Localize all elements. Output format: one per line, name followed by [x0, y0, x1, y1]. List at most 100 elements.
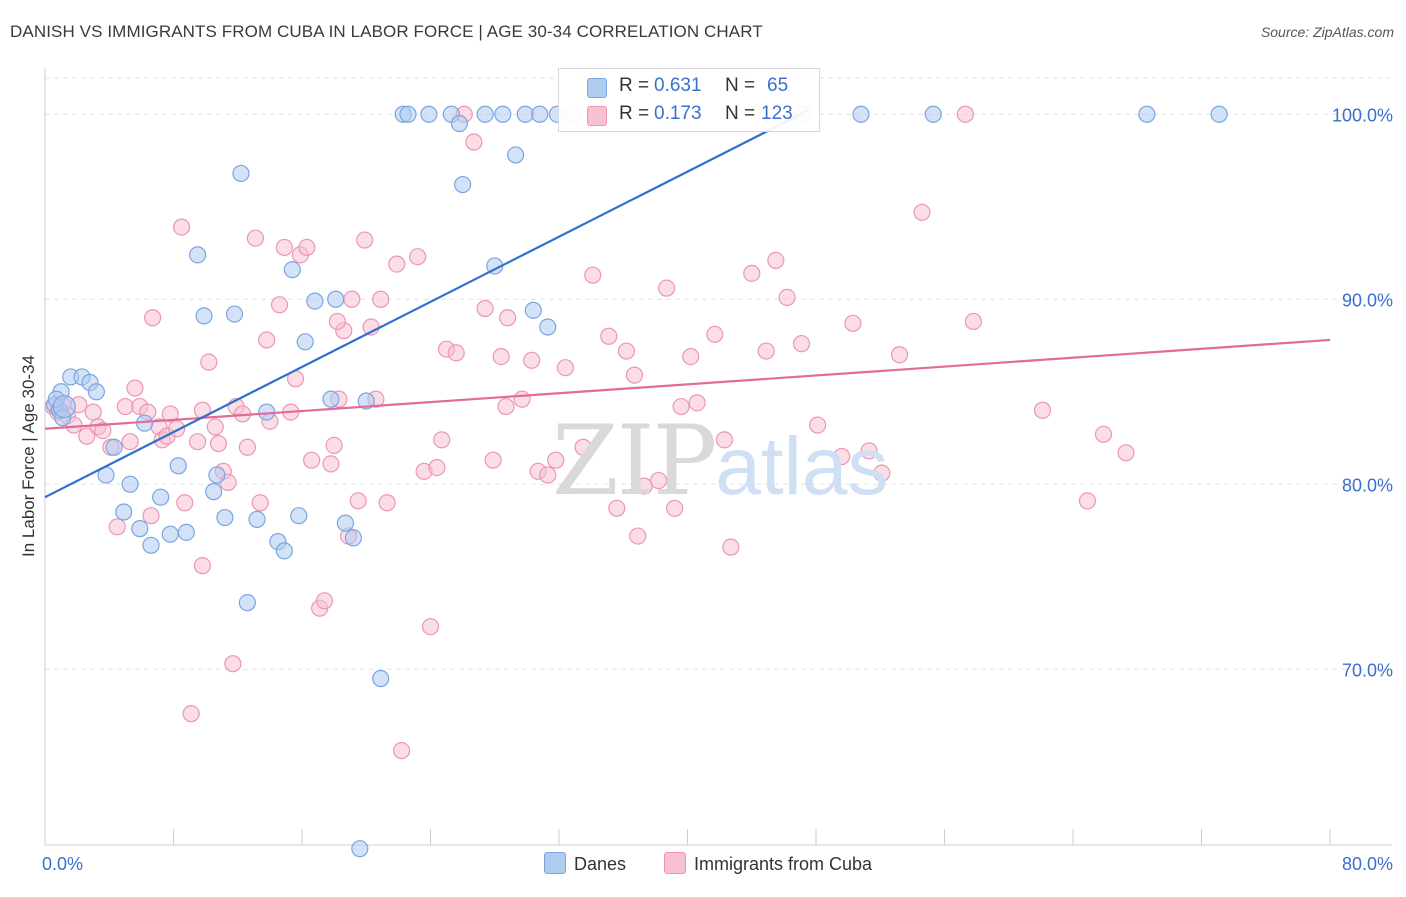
danes-point	[476, 105, 494, 123]
y-tick-label: 90.0%	[1342, 290, 1393, 310]
cuba-point	[499, 309, 517, 327]
bottom-legend-cuba: Immigrants from Cuba	[664, 852, 872, 875]
cuba-point	[844, 314, 862, 332]
cuba-point	[200, 353, 218, 371]
cuba-point	[176, 494, 194, 512]
danes-point	[225, 305, 244, 323]
watermark-atlas: atlas	[715, 421, 889, 512]
cuba-point	[476, 299, 494, 318]
cuba-point	[144, 309, 162, 327]
danes-point	[336, 514, 354, 532]
cuba-point	[251, 494, 269, 512]
legend-row-danes: R = 0.631 N = 65	[559, 73, 819, 101]
cuba-point	[206, 418, 224, 436]
cuba-point	[298, 238, 316, 257]
danes-n-value: 65	[767, 75, 789, 96]
axes	[44, 68, 1392, 846]
cuba-point	[792, 335, 811, 353]
cuba-swatch	[587, 106, 607, 126]
cuba-point	[433, 431, 451, 449]
cuba-point	[574, 438, 592, 456]
cuba-point	[672, 397, 690, 416]
danes-point	[105, 438, 123, 456]
danes-point	[327, 290, 345, 308]
danes-point	[296, 333, 314, 351]
cuba-point	[275, 238, 293, 257]
danes-point	[52, 394, 76, 419]
danes-point	[177, 523, 195, 541]
cuba-r-label: R =	[619, 103, 650, 124]
cuba-point	[182, 705, 200, 723]
danes-point	[507, 146, 525, 164]
cuba-point	[743, 264, 761, 282]
cuba-point	[833, 447, 851, 466]
danes-point	[131, 520, 149, 538]
bottom-cuba-swatch	[664, 852, 686, 874]
danes-point	[450, 114, 469, 133]
danes-point	[399, 105, 417, 123]
danes-point	[195, 307, 213, 325]
danes-points	[46, 105, 1228, 858]
danes-point	[205, 483, 223, 501]
danes-point	[232, 164, 250, 183]
x-tick-label-min: 0.0%	[42, 854, 83, 874]
tick-labels: 70.0% 80.0% 90.0% 100.0% 0.0% 80.0% In Labor F…	[19, 105, 1393, 874]
watermark: ZIPatlas	[552, 405, 888, 517]
cuba-point	[539, 466, 557, 484]
danes-point	[238, 594, 256, 612]
bottom-cuba-label: Immigrants from Cuba	[694, 854, 873, 874]
y-tick-label: 70.0%	[1342, 660, 1393, 680]
cuba-point	[629, 527, 647, 545]
danes-point	[248, 510, 266, 529]
cuba-point	[193, 401, 212, 419]
cuba-n-label: N =	[725, 103, 756, 124]
y-tick-label: 80.0%	[1342, 475, 1393, 495]
danes-point	[524, 301, 542, 319]
cuba-point	[349, 492, 367, 510]
danes-point	[290, 507, 308, 525]
danes-r-value: 0.631	[654, 75, 702, 96]
cuba-point	[617, 342, 636, 360]
danes-point	[169, 457, 187, 475]
danes-point	[531, 105, 549, 123]
chart-source: Source: ZipAtlas.com	[1260, 24, 1394, 40]
cuba-point	[303, 451, 321, 469]
cuba-point	[238, 438, 256, 456]
cuba-point	[343, 290, 361, 308]
danes-point	[115, 503, 133, 521]
cuba-point	[126, 379, 144, 397]
danes-point	[420, 105, 438, 123]
danes-point	[161, 525, 179, 543]
danes-r-label: R =	[619, 75, 650, 96]
cuba-point	[258, 331, 276, 349]
cuba-point	[584, 266, 602, 284]
danes-point	[924, 105, 942, 123]
cuba-point	[809, 416, 827, 434]
cuba-point	[172, 218, 191, 236]
danes-point	[539, 318, 557, 336]
cuba-point	[513, 390, 531, 408]
cuba-point	[447, 344, 465, 362]
cuba-point	[649, 471, 668, 490]
cuba-point	[246, 229, 265, 247]
cuba-point	[547, 451, 565, 469]
cuba-point	[372, 290, 390, 308]
danes-point	[188, 246, 207, 264]
cuba-point	[1078, 492, 1097, 510]
cuba-point	[224, 655, 242, 673]
cuba-point	[392, 742, 411, 760]
cuba-point	[116, 397, 134, 416]
legend-row-cuba: R = 0.173 N = 123	[559, 101, 819, 129]
cuba-point	[778, 288, 796, 306]
cuba-point	[523, 351, 541, 369]
stats-legend: R = 0.631 N = 65 R = 0.173 N = 123	[558, 68, 820, 132]
cuba-point	[388, 255, 406, 273]
danes-point	[208, 466, 226, 484]
danes-point	[372, 669, 390, 688]
cuba-point	[767, 251, 785, 269]
cuba-point	[1117, 444, 1135, 462]
cuba-point	[608, 499, 626, 517]
danes-point	[216, 508, 234, 527]
danes-point	[1138, 105, 1156, 123]
cuba-point	[873, 464, 891, 482]
